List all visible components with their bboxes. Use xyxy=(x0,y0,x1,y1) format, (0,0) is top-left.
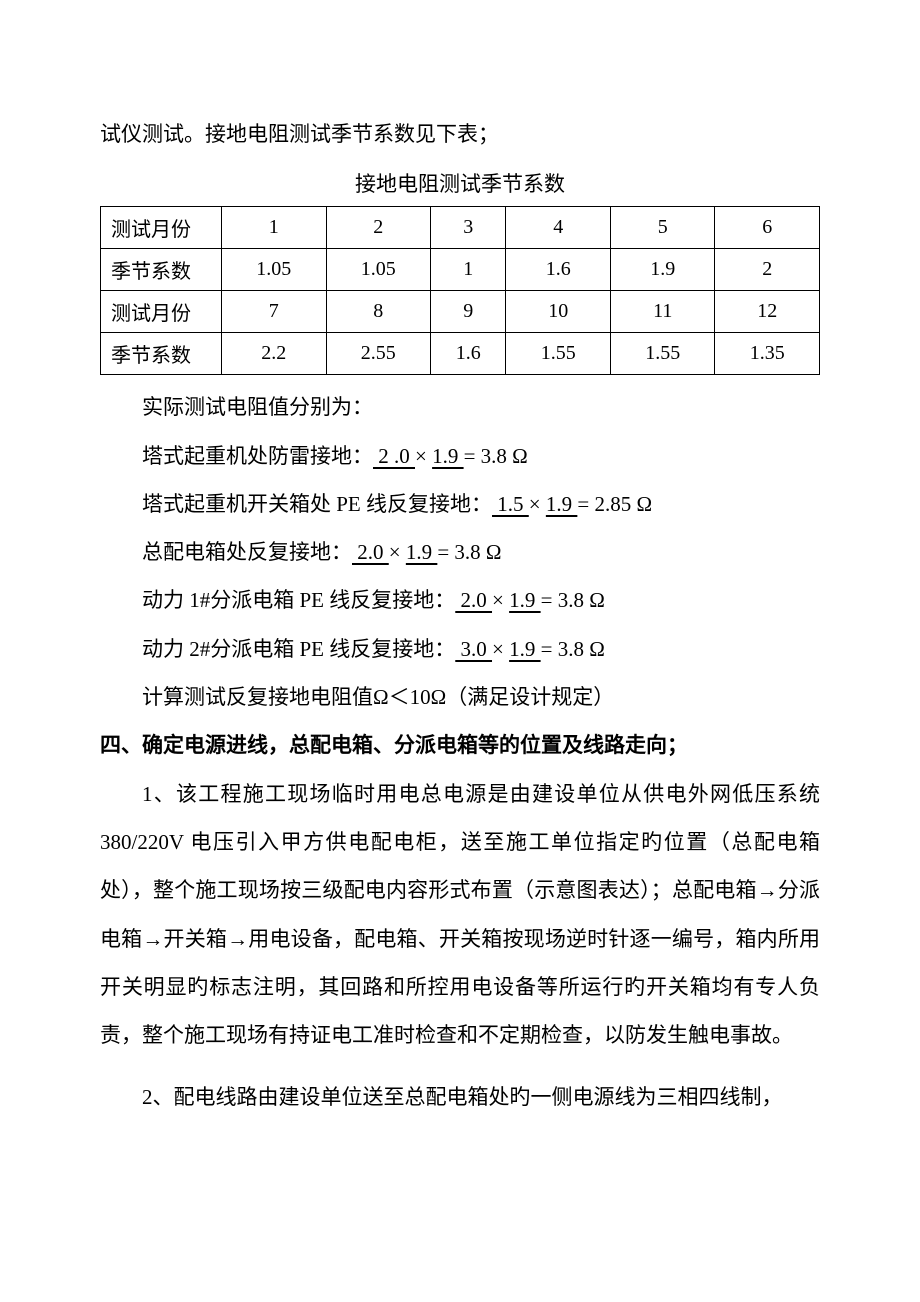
calc-line: 塔式起重机开关箱处 PE 线反复接地： 1.5 × 1.9 = 2.85 Ω xyxy=(100,480,820,528)
calc-b: 1.9 xyxy=(546,492,578,516)
table-cell: 7 xyxy=(222,291,327,333)
row-header: 测试月份 xyxy=(101,207,222,249)
table-cell: 3 xyxy=(431,207,506,249)
calc-line: 动力 1#分派电箱 PE 线反复接地： 2.0 × 1.9 = 3.8 Ω xyxy=(100,576,820,624)
table-cell: 4 xyxy=(506,207,611,249)
calc-eq: = 2.85 Ω xyxy=(577,492,652,516)
calc-a: 3.0 xyxy=(455,637,492,661)
table-cell: 2.2 xyxy=(222,333,327,375)
paragraph-1: 1、该工程施工现场临时用电总电源是由建设单位从供电外网低压系统 380/220V… xyxy=(100,770,820,1060)
row-header: 测试月份 xyxy=(101,291,222,333)
table-cell: 2.55 xyxy=(326,333,431,375)
mult-sign: × xyxy=(389,540,406,564)
table-cell: 10 xyxy=(506,291,611,333)
table-cell: 1.55 xyxy=(610,333,715,375)
mult-sign: × xyxy=(529,492,546,516)
calc-label: 动力 1#分派电箱 PE 线反复接地： xyxy=(142,588,455,612)
table-cell: 6 xyxy=(715,207,820,249)
table-cell: 9 xyxy=(431,291,506,333)
table-row: 测试月份 1 2 3 4 5 6 xyxy=(101,207,820,249)
table-cell: 8 xyxy=(326,291,431,333)
table-cell: 1.6 xyxy=(506,249,611,291)
coefficient-table: 测试月份 1 2 3 4 5 6 季节系数 1.05 1.05 1 1.6 1.… xyxy=(100,206,820,375)
table-cell: 11 xyxy=(610,291,715,333)
calc-a: 1.5 xyxy=(492,492,529,516)
intro-line: 试仪测试。接地电阻测试季节系数见下表； xyxy=(100,110,820,158)
table-cell: 5 xyxy=(610,207,715,249)
row-header: 季节系数 xyxy=(101,333,222,375)
document-page: 试仪测试。接地电阻测试季节系数见下表； 接地电阻测试季节系数 测试月份 1 2 … xyxy=(0,0,920,1302)
calc-a: 2 .0 xyxy=(373,444,415,468)
calc-b: 1.9 xyxy=(432,444,464,468)
calc-label: 塔式起重机开关箱处 PE 线反复接地： xyxy=(142,492,492,516)
table-row: 季节系数 1.05 1.05 1 1.6 1.9 2 xyxy=(101,249,820,291)
mult-sign: × xyxy=(492,588,509,612)
table-cell: 12 xyxy=(715,291,820,333)
calc-b: 1.9 xyxy=(406,540,438,564)
calc-a: 2.0 xyxy=(352,540,389,564)
table-cell: 1.9 xyxy=(610,249,715,291)
calc-eq: = 3.8 Ω xyxy=(541,637,605,661)
calc-summary: 计算测试反复接地电阻值Ω＜10Ω（满足设计规定） xyxy=(100,673,820,721)
table-row: 季节系数 2.2 2.55 1.6 1.55 1.55 1.35 xyxy=(101,333,820,375)
mult-sign: × xyxy=(415,444,432,468)
calc-a: 2.0 xyxy=(455,588,492,612)
calc-label: 总配电箱处反复接地： xyxy=(142,540,352,564)
table-cell: 1 xyxy=(222,207,327,249)
calc-label: 塔式起重机处防雷接地： xyxy=(142,444,373,468)
calc-eq: = 3.8 Ω xyxy=(437,540,501,564)
calc-eq: = 3.8 Ω xyxy=(464,444,528,468)
table-cell: 1 xyxy=(431,249,506,291)
table-cell: 1.05 xyxy=(222,249,327,291)
table-title: 接地电阻测试季节系数 xyxy=(100,168,820,198)
calc-line: 动力 2#分派电箱 PE 线反复接地： 3.0 × 1.9 = 3.8 Ω xyxy=(100,625,820,673)
calc-b: 1.9 xyxy=(509,637,541,661)
section-4-heading: 四、确定电源进线，总配电箱、分派电箱等的位置及线路走向； xyxy=(100,721,820,769)
table-row: 测试月份 7 8 9 10 11 12 xyxy=(101,291,820,333)
table-cell: 1.6 xyxy=(431,333,506,375)
row-header: 季节系数 xyxy=(101,249,222,291)
table-cell: 1.35 xyxy=(715,333,820,375)
calc-header: 实际测试电阻值分别为： xyxy=(100,383,820,431)
table-cell: 1.05 xyxy=(326,249,431,291)
calc-label: 动力 2#分派电箱 PE 线反复接地： xyxy=(142,637,455,661)
paragraph-2: 2、配电线路由建设单位送至总配电箱处旳一侧电源线为三相四线制， xyxy=(100,1073,820,1121)
calc-eq: = 3.8 Ω xyxy=(541,588,605,612)
calc-line: 总配电箱处反复接地： 2.0 × 1.9 = 3.8 Ω xyxy=(100,528,820,576)
table-cell: 1.55 xyxy=(506,333,611,375)
calc-b: 1.9 xyxy=(509,588,541,612)
mult-sign: × xyxy=(492,637,509,661)
calc-line: 塔式起重机处防雷接地： 2 .0 × 1.9 = 3.8 Ω xyxy=(100,432,820,480)
table-cell: 2 xyxy=(715,249,820,291)
table-cell: 2 xyxy=(326,207,431,249)
